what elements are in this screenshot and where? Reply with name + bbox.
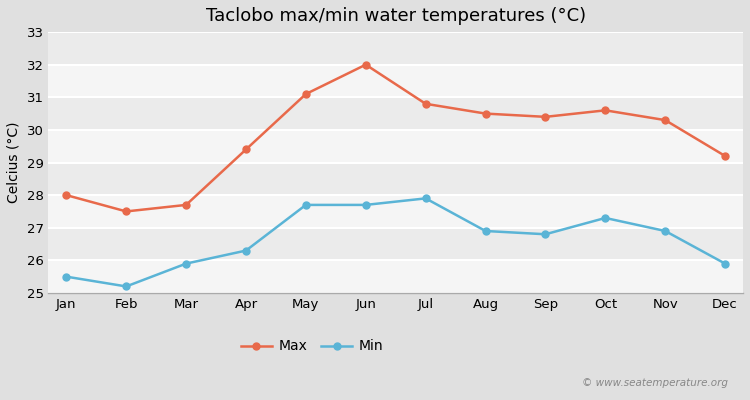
- Bar: [48, 260, 743, 293]
- Min: [661, 228, 670, 233]
- Min: [721, 261, 730, 266]
- Max: [661, 118, 670, 122]
- Y-axis label: Celcius (°C): Celcius (°C): [7, 122, 21, 203]
- Min: [62, 274, 70, 279]
- Bar: [48, 65, 743, 97]
- Max: [362, 62, 370, 67]
- Min: [541, 232, 550, 237]
- Line: Max: Max: [63, 61, 728, 215]
- Max: [422, 102, 430, 106]
- Min: [182, 261, 190, 266]
- Min: [362, 202, 370, 207]
- Title: Taclobo max/min water temperatures (°C): Taclobo max/min water temperatures (°C): [206, 7, 586, 25]
- Max: [62, 193, 70, 198]
- Legend: Max, Min: Max, Min: [236, 334, 389, 359]
- Max: [182, 202, 190, 207]
- Max: [302, 92, 310, 96]
- Min: [122, 284, 130, 289]
- Max: [481, 111, 490, 116]
- Min: [302, 202, 310, 207]
- Bar: [48, 195, 743, 228]
- Max: [601, 108, 610, 113]
- Max: [541, 114, 550, 119]
- Max: [721, 154, 730, 158]
- Bar: [48, 130, 743, 162]
- Line: Min: Min: [63, 195, 728, 290]
- Min: [601, 216, 610, 220]
- Text: © www.seatemperature.org: © www.seatemperature.org: [581, 378, 728, 388]
- Max: [242, 147, 250, 152]
- Min: [422, 196, 430, 201]
- Max: [122, 209, 130, 214]
- Min: [481, 228, 490, 233]
- Min: [242, 248, 250, 253]
